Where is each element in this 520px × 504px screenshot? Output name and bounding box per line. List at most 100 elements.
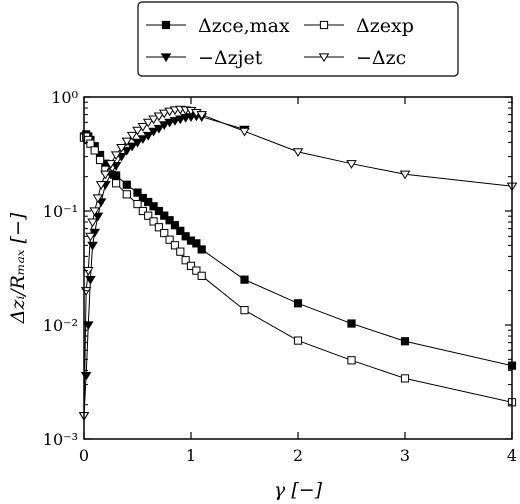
data-point <box>164 107 175 117</box>
data-point <box>164 118 175 128</box>
series-1 <box>79 130 517 370</box>
data-point <box>149 202 158 211</box>
data-point <box>116 144 127 153</box>
series-4 <box>78 105 518 421</box>
data-point <box>110 162 122 171</box>
data-point <box>144 197 153 207</box>
y-tick-label: 10⁻¹ <box>43 202 78 221</box>
data-point <box>144 211 153 220</box>
data-point <box>100 170 111 180</box>
data-point <box>92 194 104 204</box>
data-point <box>116 153 127 162</box>
data-point <box>175 115 186 125</box>
legend-entries: Δzce,max Δzexp −Δzjet −Δzc <box>146 15 414 69</box>
series-2 <box>79 132 517 407</box>
data-point <box>197 245 206 254</box>
data-point <box>105 160 117 169</box>
data-point <box>92 212 104 222</box>
data-point <box>133 199 142 209</box>
data-point <box>153 124 165 134</box>
data-point <box>80 372 92 381</box>
data-point <box>148 115 159 125</box>
data-point <box>176 226 185 235</box>
axis-ticks <box>83 96 513 440</box>
legend-entry: −Δzc <box>304 47 406 69</box>
data-point <box>176 247 185 256</box>
data-point <box>149 217 158 226</box>
data-point <box>89 207 100 217</box>
data-point <box>293 299 303 308</box>
data-point <box>110 151 122 161</box>
data-point <box>346 160 357 169</box>
data-point <box>240 306 249 315</box>
data-point <box>239 127 250 137</box>
data-point <box>158 121 170 130</box>
data-point <box>400 337 410 346</box>
data-point <box>347 356 356 365</box>
data-point <box>399 170 411 180</box>
data-point <box>292 148 304 158</box>
data-point <box>158 109 170 119</box>
data-point <box>240 275 249 284</box>
legend-entry: Δzexp <box>304 15 414 37</box>
data-point <box>160 211 169 220</box>
data-point <box>132 126 143 136</box>
data-point <box>186 261 196 270</box>
series-line <box>83 135 513 403</box>
data-point <box>192 266 201 275</box>
data-point <box>80 287 92 296</box>
y-axis-label: Δzᵢ/Rₘₐₓ [−] <box>7 212 29 324</box>
data-point <box>133 188 142 197</box>
data-point <box>153 112 165 122</box>
y-tick-label: 10⁻² <box>43 316 78 335</box>
data-point <box>169 117 181 126</box>
data-point <box>347 319 356 328</box>
data-point <box>85 232 96 242</box>
data-point <box>197 271 206 280</box>
legend-marker <box>160 53 172 63</box>
data-point <box>126 142 138 152</box>
x-tick-label: 2 <box>293 446 303 465</box>
legend-marker <box>318 53 330 63</box>
x-axis-label: γ [−] <box>274 479 323 501</box>
data-point <box>87 218 98 228</box>
data-point <box>126 131 138 141</box>
data-point <box>181 256 190 265</box>
data-point <box>181 232 190 241</box>
data-point <box>82 267 94 276</box>
data-point <box>121 137 133 147</box>
data-point <box>132 138 143 148</box>
y-tick-label: 10⁻³ <box>43 430 78 449</box>
data-point <box>121 146 133 156</box>
data-point <box>142 118 154 128</box>
data-point <box>142 131 154 141</box>
legend-label: −Δzjet <box>198 47 263 69</box>
series-layer <box>78 105 518 421</box>
data-point <box>196 111 207 120</box>
data-point <box>293 336 303 345</box>
x-tick-label: 4 <box>507 446 517 465</box>
legend-label: Δzce,max <box>198 15 290 37</box>
legend-marker <box>161 20 171 30</box>
data-point <box>137 135 149 144</box>
legend-label: −Δzc <box>356 47 406 69</box>
data-point <box>112 179 121 188</box>
x-tick-label: 1 <box>186 446 196 465</box>
legend-label: Δzexp <box>356 15 414 37</box>
x-tick-label: 0 <box>79 446 89 465</box>
series-3 <box>78 112 250 421</box>
legend-marker <box>319 20 329 30</box>
data-point <box>138 206 147 216</box>
legend-box <box>137 1 459 77</box>
data-point <box>122 190 131 199</box>
data-point <box>86 139 95 148</box>
data-point <box>170 241 180 250</box>
data-point <box>160 228 169 238</box>
data-point <box>90 146 99 155</box>
data-point <box>95 155 105 165</box>
data-point <box>122 180 131 189</box>
data-point <box>170 221 180 230</box>
x-tick-label: 3 <box>400 446 410 465</box>
series-line <box>83 133 513 367</box>
